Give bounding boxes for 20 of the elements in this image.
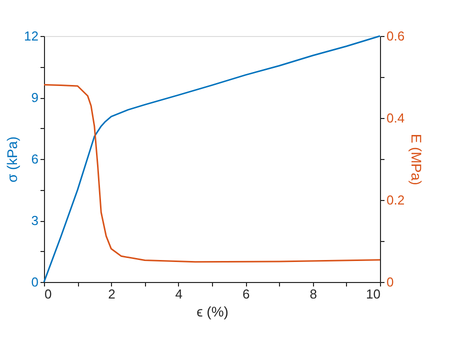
y-tick-label: 3 — [31, 213, 38, 228]
x-tick-label: 2 — [108, 286, 116, 302]
x-tick-label: 4 — [175, 286, 183, 302]
y2-tick-label: 0.2 — [386, 192, 405, 208]
x-tick-label: 6 — [242, 286, 250, 302]
y2-tick-label: 0.4 — [386, 110, 405, 126]
x-axis-title: ϵ (%) — [196, 304, 228, 320]
line-series — [43, 84, 381, 263]
y-axis-title: σ (kPa) — [4, 136, 20, 182]
y2-tick-label: 0.6 — [386, 28, 405, 44]
x-tick-label: 10 — [366, 286, 380, 302]
y2-axis-title: E (MPa) — [408, 134, 425, 186]
line-series — [43, 35, 381, 283]
y-tick-label: 12 — [24, 28, 38, 44]
y2-tick-label: 0 — [386, 274, 394, 290]
y-tick-label: 0 — [31, 274, 38, 290]
y-tick-label: 9 — [31, 90, 38, 105]
y-tick-label: 6 — [31, 152, 38, 166]
x-tick-label: 8 — [310, 286, 317, 302]
x-tick-label: 0 — [44, 286, 52, 302]
